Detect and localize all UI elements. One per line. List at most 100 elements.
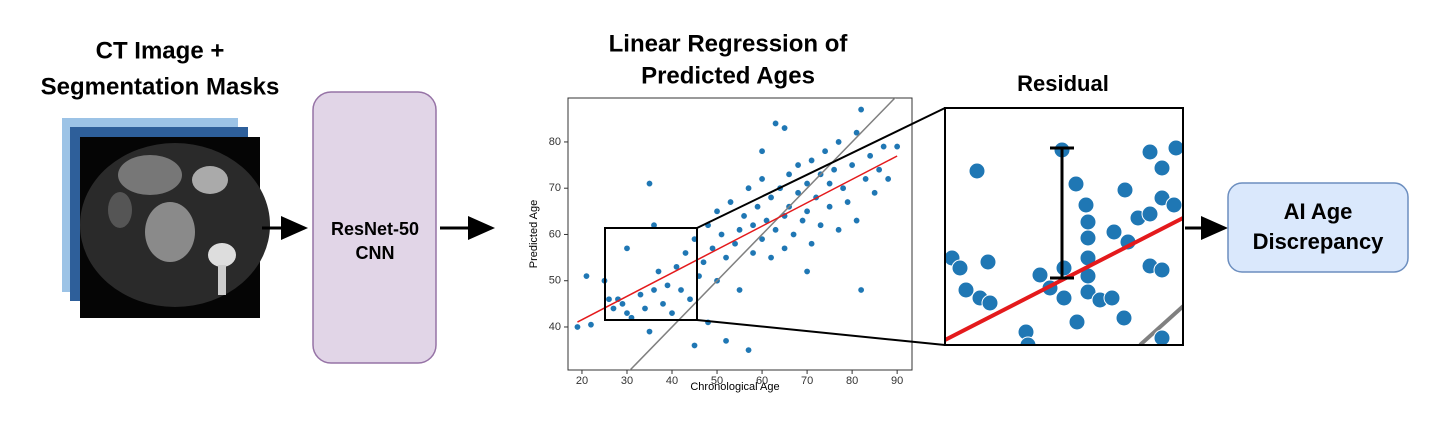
point	[758, 235, 766, 243]
ct-title: Segmentation Masks	[41, 73, 280, 100]
point	[772, 119, 780, 127]
model-label: CNN	[356, 243, 395, 263]
point	[781, 124, 789, 132]
point	[691, 341, 699, 349]
point	[677, 286, 685, 294]
x-tick-label: 50	[711, 375, 723, 387]
model-box	[312, 91, 437, 364]
chart-title: Predicted Ages	[641, 62, 815, 89]
point	[700, 258, 708, 266]
residual-title: Residual	[1017, 71, 1109, 96]
plot-frame	[567, 97, 913, 371]
zoom-box	[604, 227, 698, 321]
point	[745, 346, 753, 354]
point	[686, 295, 694, 303]
x-tick-label: 30	[621, 375, 633, 387]
point	[582, 272, 590, 280]
point	[758, 175, 766, 183]
y-tick-label: 50	[549, 275, 561, 287]
point	[623, 309, 631, 317]
point	[754, 203, 762, 211]
point	[713, 207, 721, 215]
output-label: AI Age	[1284, 199, 1353, 224]
point	[803, 180, 811, 188]
residual-zoom	[945, 139, 1183, 345]
model-label: ResNet-50	[331, 219, 419, 239]
point	[785, 170, 793, 178]
zoom-connector	[696, 319, 946, 346]
point	[650, 286, 658, 294]
point	[875, 166, 883, 174]
point	[884, 175, 892, 183]
y-tick-label: 40	[549, 321, 561, 333]
point	[645, 180, 653, 188]
point	[740, 212, 748, 220]
x-tick-label: 60	[756, 375, 768, 387]
point	[618, 300, 626, 308]
point	[573, 323, 581, 331]
identity-line	[629, 98, 896, 370]
point	[857, 106, 865, 114]
point	[880, 143, 888, 151]
output-label: Discrepancy	[1253, 229, 1385, 254]
point	[844, 198, 852, 206]
fit-line	[577, 155, 898, 323]
point	[853, 217, 861, 225]
chart-title: Linear Regression of	[609, 30, 849, 57]
y-tick-label: 70	[549, 182, 561, 194]
residual-frame	[944, 107, 1184, 346]
point	[839, 184, 847, 192]
point	[866, 152, 874, 160]
point	[767, 254, 775, 262]
point	[794, 161, 802, 169]
point	[803, 267, 811, 275]
zoom-connector	[696, 107, 946, 229]
x-tick-label: 80	[846, 375, 858, 387]
point	[636, 291, 644, 299]
point	[862, 175, 870, 183]
y-axis-label: Predicted Age	[528, 200, 540, 269]
ct-title: CT Image +	[96, 37, 225, 64]
point	[794, 189, 802, 197]
point	[655, 267, 663, 275]
point	[835, 226, 843, 234]
point	[893, 143, 901, 151]
point	[772, 226, 780, 234]
point	[623, 244, 631, 252]
point	[736, 286, 744, 294]
point	[871, 189, 879, 197]
point	[808, 240, 816, 248]
x-tick-label: 90	[891, 375, 903, 387]
output-box	[1227, 182, 1409, 273]
point	[727, 198, 735, 206]
point	[835, 138, 843, 146]
point	[668, 309, 676, 317]
point	[641, 304, 649, 312]
point	[857, 286, 865, 294]
point	[645, 328, 653, 336]
point	[781, 244, 789, 252]
x-axis-label: Chronological Age	[690, 381, 779, 393]
point	[758, 147, 766, 155]
y-tick-label: 60	[549, 228, 561, 240]
point	[826, 180, 834, 188]
point	[799, 217, 807, 225]
point	[830, 166, 838, 174]
point	[722, 254, 730, 262]
point	[817, 221, 825, 229]
point	[749, 221, 757, 229]
point	[722, 337, 730, 345]
point	[853, 129, 861, 137]
point	[790, 230, 798, 238]
point	[605, 295, 613, 303]
x-tick-label: 40	[666, 375, 678, 387]
ct-image	[80, 137, 270, 318]
point	[609, 304, 617, 312]
x-tick-label: 70	[801, 375, 813, 387]
x-tick-label: 20	[576, 375, 588, 387]
point	[821, 147, 829, 155]
point	[848, 161, 856, 169]
point	[767, 193, 775, 201]
point	[736, 226, 744, 234]
point	[682, 249, 690, 257]
